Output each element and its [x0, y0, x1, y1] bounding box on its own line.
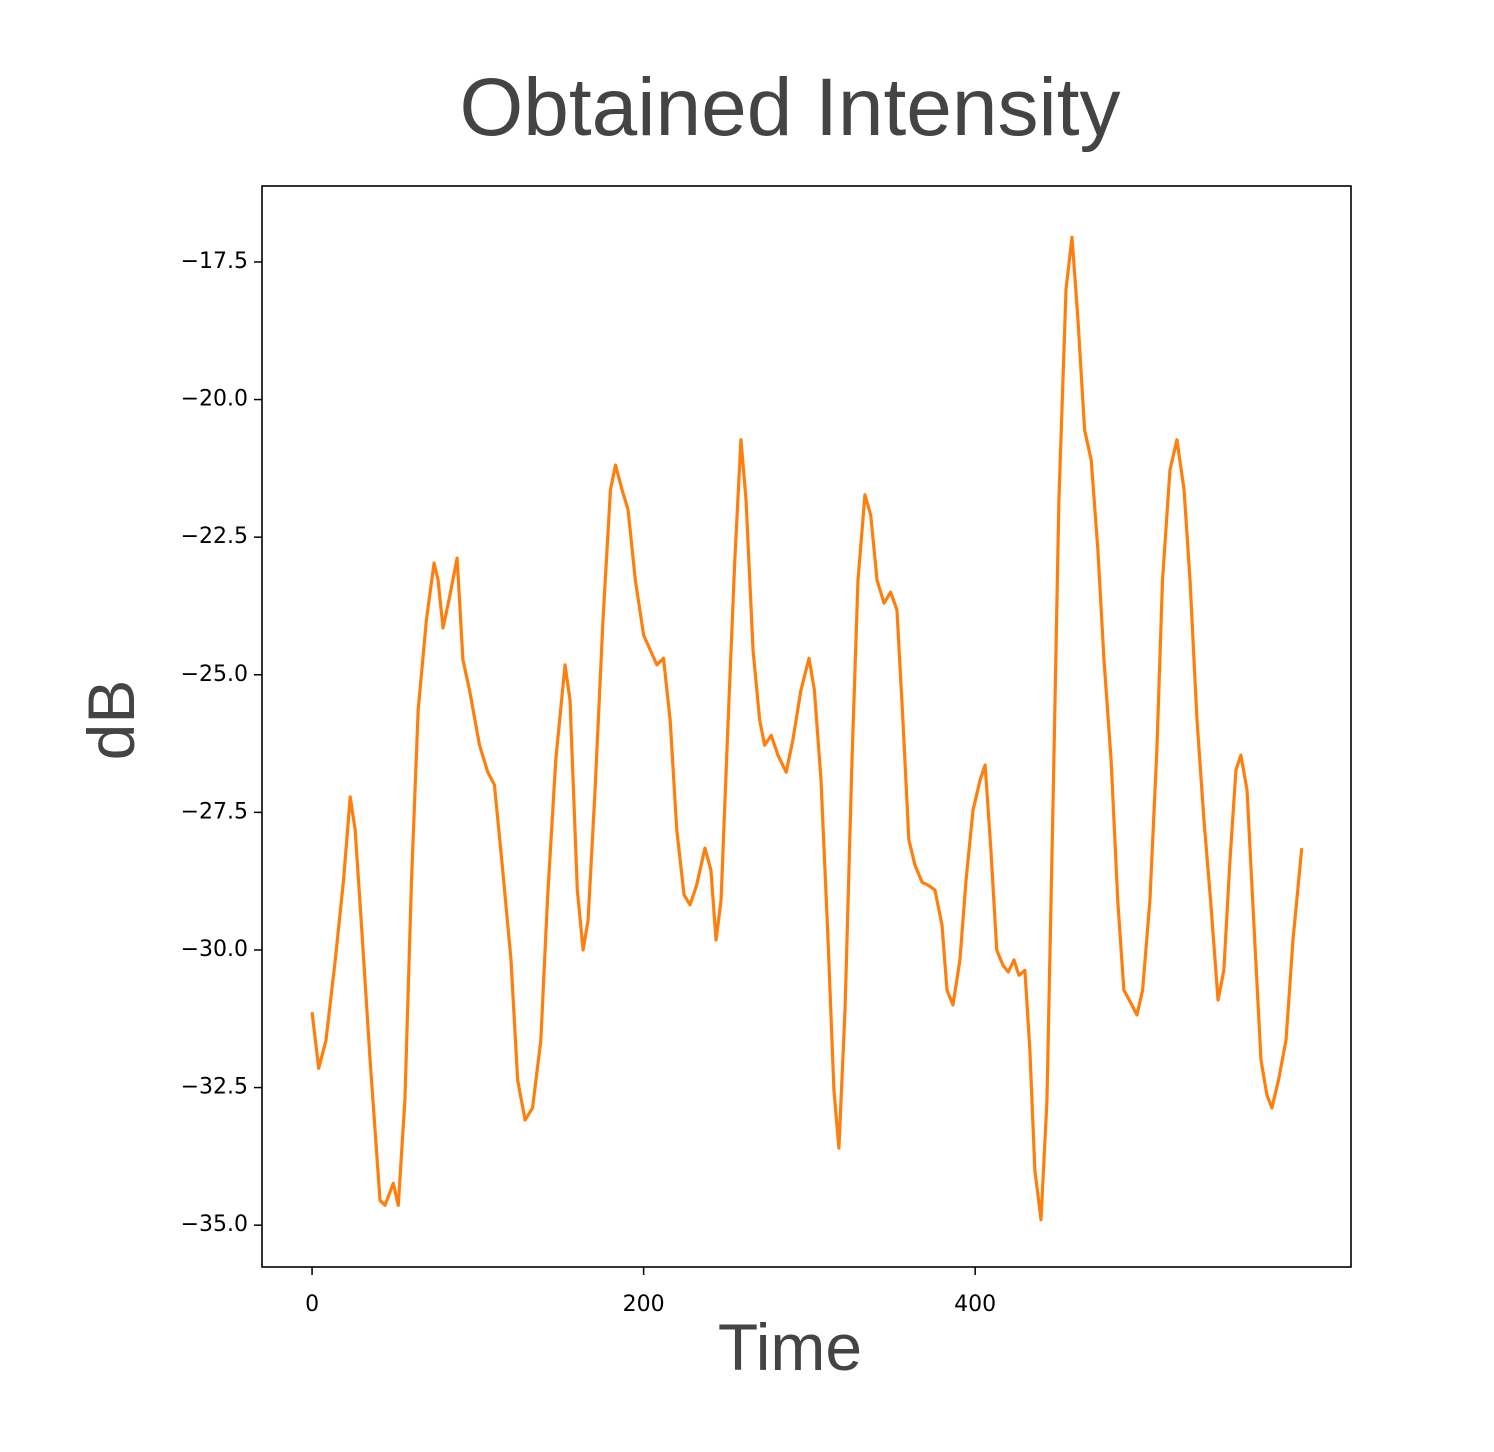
x-tick-label: 0 — [305, 1292, 319, 1317]
chart-title: Obtained Intensity — [460, 62, 1121, 153]
y-tick-label: −30.0 — [181, 937, 248, 962]
x-axis-label: Time — [718, 1310, 862, 1384]
y-tick-label: −25.0 — [181, 662, 248, 687]
x-tick-label: 200 — [623, 1292, 665, 1317]
y-tick-label: −22.5 — [181, 524, 248, 549]
x-tick-label: 400 — [954, 1292, 996, 1317]
y-tick-label: −17.5 — [181, 249, 248, 274]
data-line — [310, 235, 1304, 1222]
plot-frame — [261, 185, 1352, 1268]
y-tick-label: −35.0 — [181, 1212, 248, 1237]
y-tick-label: −20.0 — [181, 387, 248, 412]
y-axis-label: dB — [74, 680, 148, 761]
y-tick-label: −32.5 — [181, 1075, 248, 1100]
y-tick-label: −27.5 — [181, 799, 248, 824]
